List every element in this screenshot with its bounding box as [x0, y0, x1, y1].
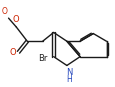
Text: O: O [13, 15, 19, 24]
Text: Br: Br [38, 54, 47, 63]
Text: H: H [66, 75, 71, 84]
Text: O: O [10, 48, 16, 57]
Text: N: N [65, 68, 72, 77]
Text: O: O [2, 7, 7, 16]
